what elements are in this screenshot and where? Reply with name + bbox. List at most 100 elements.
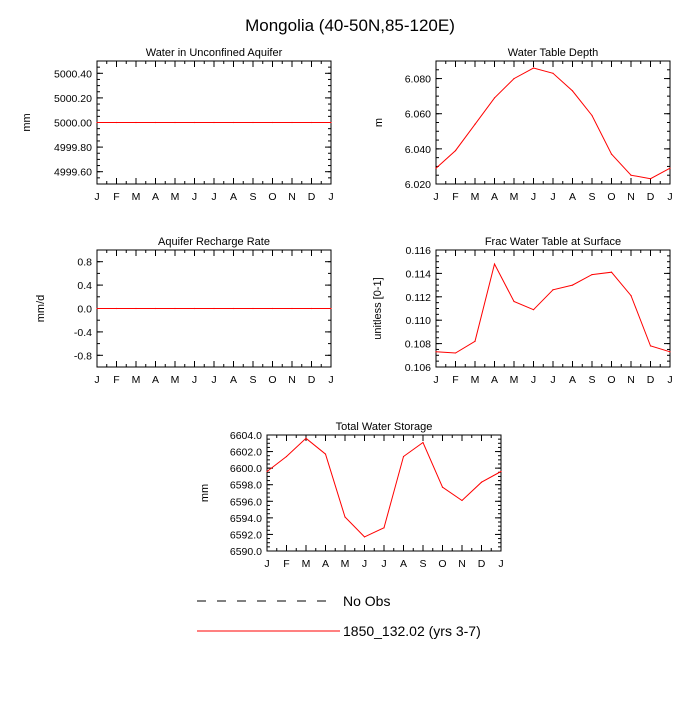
x-tick-label: O [268,191,276,203]
y-tick-label: 0.112 [406,292,432,304]
x-tick-label: D [308,191,316,203]
data-point [252,307,254,310]
y-tick-label: 5000.20 [54,93,92,105]
x-tick-label: M [171,374,180,386]
data-point [493,263,496,265]
x-tick-label: M [510,374,519,386]
y-tick-label: 6590.0 [230,546,262,558]
x-tick-label: M [171,191,180,203]
x-tick-label: J [667,191,672,203]
legend-model-label: 1850_132.02 (yrs 3-7) [343,623,481,639]
plot-frame [266,434,502,552]
data-point [402,455,405,458]
panel-title: Water in Unconfined Aquifer [146,47,283,59]
data-point [135,307,137,310]
x-tick-label: J [211,191,216,203]
y-tick-label: 6.080 [405,74,431,86]
y-tick-label: 6592.0 [230,529,262,541]
x-tick-label: M [471,191,480,203]
panel-title: Total Water Storage [336,421,433,433]
y-tick-label: -0.8 [74,350,92,362]
data-point [310,307,313,310]
data-point [330,307,332,310]
data-point [630,295,632,297]
x-tick-label: N [627,374,635,386]
series-line [435,262,671,354]
y-axis-label: mm [21,113,33,131]
x-tick-label: J [531,374,536,386]
x-tick-label: J [433,191,438,203]
x-tick-label: N [458,558,466,570]
x-tick-label: J [550,191,555,203]
y-tick-label: 0.108 [405,339,431,351]
data-point [591,273,593,276]
x-tick-label: S [588,191,595,203]
data-point [454,352,457,354]
data-point [363,536,366,538]
data-point [291,121,293,124]
data-point [174,121,176,124]
y-tick-label: 0.8 [77,257,92,269]
data-point [532,67,535,69]
x-tick-label: A [152,191,159,203]
y-tick-label: 6.040 [405,144,431,156]
data-point [669,351,671,353]
data-point [310,121,313,124]
data-point [513,300,515,303]
data-point [174,307,176,310]
data-point [493,97,496,99]
data-point [96,307,98,310]
data-point [383,527,385,529]
x-tick-label: A [400,558,407,570]
y-tick-label: 0.110 [406,315,432,327]
y-tick-label: -0.4 [74,327,92,339]
y-axis-label: m [373,118,385,127]
data-point [571,90,574,92]
y-tick-label: 6596.0 [230,496,262,508]
data-point [513,77,515,80]
x-tick-label: J [94,374,99,386]
x-tick-label: S [419,558,426,570]
y-tick-label: 0.106 [405,362,431,374]
x-tick-label: S [588,374,595,386]
data-point [344,516,346,518]
data-point [441,486,444,488]
x-tick-label: J [550,374,555,386]
x-tick-label: J [531,191,536,203]
x-tick-label: J [328,191,333,203]
data-point [193,121,196,124]
x-tick-label: O [607,374,615,386]
x-tick-label: J [192,374,197,386]
x-tick-label: F [113,374,119,386]
data-point [232,307,235,310]
x-tick-label: A [322,558,329,570]
data-point [324,453,327,455]
y-tick-label: 5000.40 [54,68,92,80]
data-point [649,345,652,347]
panel-title: Frac Water Table at Surface [485,236,621,248]
x-tick-label: M [510,191,519,203]
plot-frame [435,60,671,185]
panel-title: Water Table Depth [508,47,599,59]
y-tick-label: 5000.00 [54,118,92,130]
x-tick-label: J [362,558,367,570]
data-point [115,121,118,124]
y-axis-label: mm/d [35,295,47,323]
x-tick-label: J [433,374,438,386]
x-tick-label: J [264,558,269,570]
y-tick-label: 0.116 [406,245,432,257]
y-tick-label: 6602.0 [230,447,262,459]
y-tick-label: 6600.0 [230,463,262,475]
x-tick-label: N [288,191,296,203]
data-point [552,72,554,74]
x-tick-label: D [647,191,655,203]
y-tick-label: 0.114 [406,268,432,280]
legend: No Obs 1850_132.02 (yrs 3-7) [197,593,481,639]
data-point [154,307,157,310]
data-point [266,470,268,473]
x-tick-label: J [94,191,99,203]
data-point [291,307,293,310]
